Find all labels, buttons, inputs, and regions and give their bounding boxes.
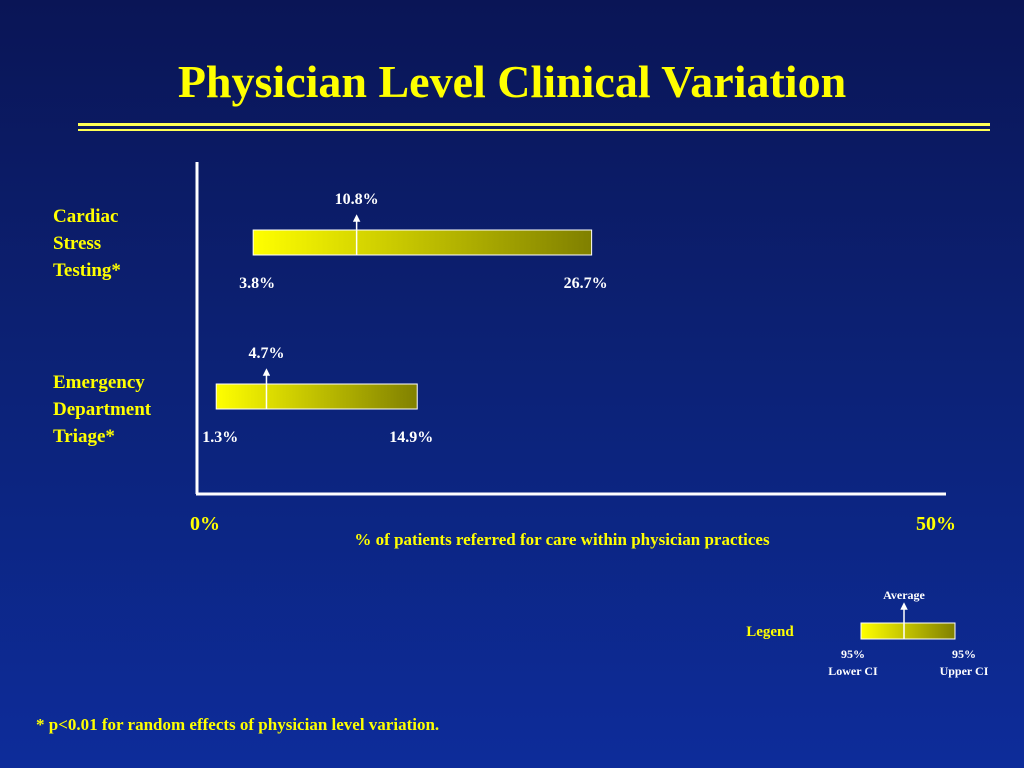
- legend-bar: [860, 622, 956, 640]
- average-value-label: 10.8%: [335, 191, 379, 208]
- legend-title: Legend: [746, 624, 794, 640]
- range-bar: [252, 229, 593, 256]
- lower-ci-label: 1.3%: [202, 429, 238, 446]
- x-axis-max-label: 50%: [916, 513, 956, 535]
- legend-average-label: Average: [883, 588, 925, 602]
- title-underline-thick: [78, 123, 990, 126]
- upper-ci-label: 26.7%: [564, 275, 608, 292]
- lower-ci-label: 3.8%: [239, 275, 275, 292]
- page-title: Physician Level Clinical Variation: [177, 56, 847, 107]
- bars-group: 10.8% 3.8% 26.7% 4.7% 1.3% 14.9%: [202, 191, 607, 446]
- legend-upper-label-line2: Upper CI: [940, 664, 989, 678]
- footnote: * p<0.01 for random effects of physician…: [36, 715, 440, 734]
- legend-upper-label-line1: 95%: [952, 647, 976, 661]
- legend-lower-label-line2: Lower CI: [828, 664, 878, 678]
- row-label-emergency: Emergency Department Triage*: [53, 372, 152, 447]
- upper-ci-label: 14.9%: [389, 429, 433, 446]
- range-bar: [215, 383, 418, 410]
- title-underline-thin: [78, 129, 990, 131]
- x-axis-title: % of patients referred for care within p…: [354, 530, 770, 549]
- average-value-label: 4.7%: [248, 345, 284, 362]
- legend-lower-label-line1: 95%: [841, 647, 865, 661]
- row-label-cardiac: Cardiac Stress Testing*: [53, 206, 121, 281]
- x-axis-min-label: 0%: [190, 513, 220, 535]
